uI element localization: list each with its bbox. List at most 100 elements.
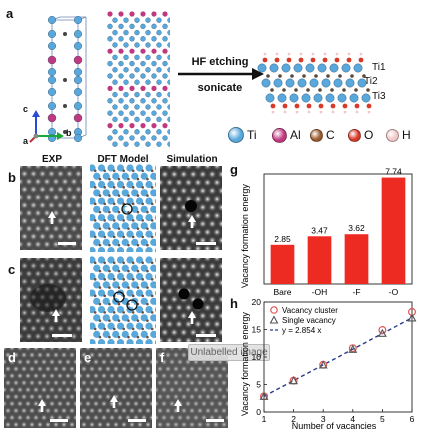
c-atom [282, 88, 286, 92]
ti-atom [146, 30, 151, 35]
ti-atom [274, 79, 282, 87]
axis-a-label: a [23, 136, 28, 146]
c-atom [318, 88, 322, 92]
al-atom [140, 49, 145, 54]
c-atom [137, 270, 140, 273]
legend-fit-line: y = 2.854 x [282, 326, 321, 335]
c-atom [278, 74, 282, 78]
c-atom [99, 270, 102, 273]
c-atom [151, 186, 154, 189]
vacancy-dark-spot [179, 289, 190, 300]
c-atom [118, 178, 121, 181]
ti-atom [342, 64, 350, 72]
al-atom [74, 56, 82, 64]
ti-atom [146, 80, 151, 85]
o-atom [343, 104, 348, 109]
ti-atom [141, 111, 146, 116]
bar-minus-o [382, 178, 406, 284]
legend-label: Ti [247, 128, 257, 142]
bar-minus-oh [308, 236, 332, 284]
c-atom [141, 295, 144, 298]
h-atom [344, 111, 347, 114]
c-atom [103, 262, 106, 265]
c-atom [137, 286, 140, 289]
ti-atom [124, 92, 129, 97]
c-atom [146, 244, 149, 247]
o-atom [319, 104, 324, 109]
ti-atom [130, 74, 135, 79]
c-atom [99, 286, 102, 289]
al-atom [129, 49, 134, 54]
ti-atom [163, 74, 168, 79]
panel-label-e: e [84, 350, 91, 365]
c-atom-icon [310, 129, 323, 142]
c-atom [132, 295, 135, 298]
ti-atom [141, 136, 146, 141]
al-atom [162, 11, 167, 16]
al-atom [107, 86, 112, 91]
c-atom [118, 286, 121, 289]
ti-atom [124, 18, 129, 23]
ti-atom [48, 76, 56, 84]
ti-atom-icon [228, 127, 244, 143]
ti-atom [157, 67, 162, 72]
ti-atom [124, 117, 129, 122]
al-atom [129, 86, 134, 91]
scale-bar [50, 419, 68, 422]
al-atom-icon [272, 128, 287, 143]
o-atom [283, 104, 288, 109]
ti-atom [113, 105, 118, 110]
c-atom [146, 227, 149, 230]
ti-atom [146, 129, 151, 134]
panel-label-f: f [160, 350, 164, 365]
ti-atom [350, 94, 358, 102]
c-atom [122, 219, 125, 222]
y-tick-label: 20 [252, 297, 262, 307]
ti-atom [113, 129, 118, 134]
c-atom [146, 178, 149, 181]
ti-atom [48, 30, 56, 38]
ti-atom [168, 67, 171, 72]
ti-atom [152, 136, 157, 141]
ti-atom [119, 61, 124, 66]
c-atom [141, 170, 144, 173]
vacancy-dark-spot [185, 200, 197, 212]
legend-item-o: O [348, 126, 373, 144]
ti-atom [130, 98, 135, 103]
ti-atom [113, 30, 118, 35]
c-atom [122, 170, 125, 173]
c-atom [141, 278, 144, 281]
al-atom [140, 86, 145, 91]
c-atom [146, 286, 149, 289]
h-atom [284, 111, 287, 114]
c-atom [113, 328, 116, 331]
ti-atom [74, 88, 82, 96]
x-tick-label: 1 [262, 414, 267, 424]
c-atom [146, 336, 149, 339]
ti-atom [108, 24, 113, 29]
header-sim: Simulation [157, 154, 227, 165]
ti-atom [119, 36, 124, 41]
o-atom [299, 58, 304, 63]
h-atom [300, 53, 303, 56]
c-atom [326, 74, 330, 78]
c-atom [108, 319, 111, 322]
ti-atom [326, 94, 334, 102]
legend-label: C [326, 128, 335, 142]
ti-atom [135, 142, 140, 147]
c-atom [99, 194, 102, 197]
ti-atom [338, 94, 346, 102]
al-atom [118, 49, 123, 54]
c-atom [94, 203, 97, 206]
ti-atom [157, 117, 162, 122]
panel-label-a: a [6, 6, 13, 21]
c-atom [113, 170, 116, 173]
ti-atom [152, 74, 157, 79]
scale-bar [52, 334, 72, 337]
al-atom [107, 123, 112, 128]
o-atom [271, 104, 276, 109]
c-atom [294, 88, 298, 92]
h-atom [296, 111, 299, 114]
c-atom [103, 236, 106, 239]
ti-atom [130, 136, 135, 141]
